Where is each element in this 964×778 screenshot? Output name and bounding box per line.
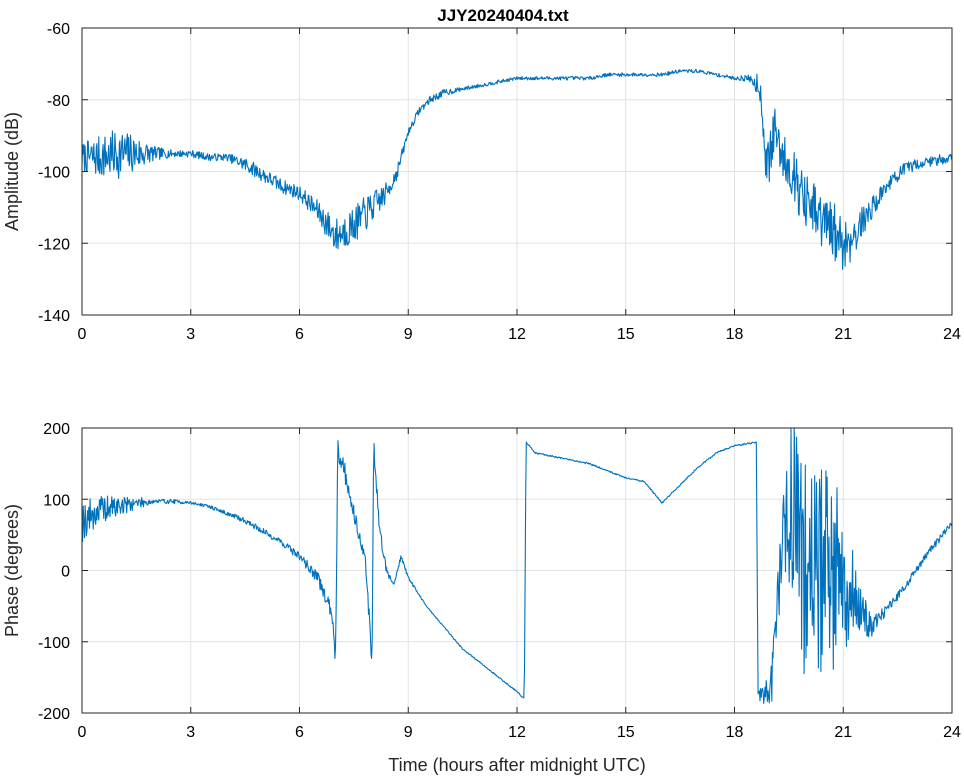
phase-x-tick-label: 18 xyxy=(726,724,744,741)
figure-title: JJY20240404.txt xyxy=(437,6,569,25)
amplitude-x-tick-label: 21 xyxy=(834,326,852,343)
amplitude-y-tick-label: -100 xyxy=(38,165,70,182)
phase-x-tick-label: 15 xyxy=(617,724,635,741)
amplitude-x-tick-label: 12 xyxy=(508,326,526,343)
amplitude-line xyxy=(81,68,953,270)
phase-y-tick-label: 100 xyxy=(43,492,70,509)
amplitude-x-tick-label: 0 xyxy=(78,326,87,343)
phase-series xyxy=(81,427,953,704)
amplitude-axes: 0 3 6 9 12 15 18 21 24 -140 -120 -100 -80 -60 Amplit… xyxy=(2,21,961,343)
phase-y-tick-label: -200 xyxy=(38,706,70,723)
amplitude-y-tick-label: -60 xyxy=(47,21,70,38)
phase-line xyxy=(81,427,953,704)
phase-x-tick-label: 12 xyxy=(508,724,526,741)
amplitude-y-tick-label: -140 xyxy=(38,308,70,325)
phase-x-tick-label: 3 xyxy=(186,724,195,741)
amplitude-x-tick-label: 3 xyxy=(186,326,195,343)
phase-x-axis-label: Time (hours after midnight UTC) xyxy=(388,755,645,775)
phase-y-tick-label: 0 xyxy=(61,564,70,581)
amplitude-x-tick-label: 18 xyxy=(726,326,744,343)
phase-x-tick-label: 0 xyxy=(78,724,87,741)
amplitude-y-tick-label: -120 xyxy=(38,236,70,253)
amplitude-grid xyxy=(81,27,953,316)
amplitude-y-axis-label: Amplitude (dB) xyxy=(2,112,22,231)
amplitude-y-tick-label: -80 xyxy=(47,93,70,110)
phase-axes: 0 3 6 9 12 15 18 21 24 -200 -100 0 100 200 Phase (de… xyxy=(2,421,961,775)
amplitude-x-tick-label: 9 xyxy=(404,326,413,343)
amplitude-x-tick-label: 15 xyxy=(617,326,635,343)
phase-x-tick-label: 6 xyxy=(295,724,304,741)
amplitude-x-ticks: 0 3 6 9 12 15 18 21 24 xyxy=(78,28,961,343)
phase-y-axis-label: Phase (degrees) xyxy=(2,504,22,637)
amplitude-series xyxy=(81,68,953,270)
phase-y-ticks: -200 -100 0 100 200 xyxy=(38,421,952,723)
phase-y-tick-label: 200 xyxy=(43,421,70,438)
phase-x-tick-label: 9 xyxy=(404,724,413,741)
phase-y-tick-label: -100 xyxy=(38,635,70,652)
phase-x-tick-label: 24 xyxy=(943,724,961,741)
phase-x-ticks: 0 3 6 9 12 15 18 21 24 xyxy=(78,428,961,741)
amplitude-x-tick-label: 6 xyxy=(295,326,304,343)
phase-x-tick-label: 21 xyxy=(834,724,852,741)
amplitude-y-ticks: -140 -120 -100 -80 -60 xyxy=(38,21,952,325)
amplitude-x-tick-label: 24 xyxy=(943,326,961,343)
